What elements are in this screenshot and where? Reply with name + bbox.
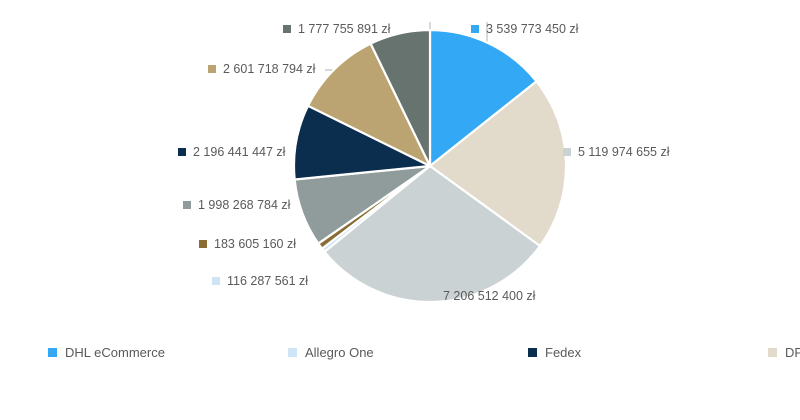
data-label-value: 1 777 755 891 zł bbox=[298, 22, 391, 36]
legend-swatch-icon bbox=[768, 348, 777, 357]
pie-data-label: 3 539 773 450 zł bbox=[471, 23, 578, 36]
data-label-value: 1 998 268 784 zł bbox=[198, 198, 291, 212]
data-label-swatch-icon bbox=[212, 277, 220, 286]
pie-slice[interactable] bbox=[323, 164, 542, 304]
pie-slice[interactable] bbox=[428, 28, 538, 168]
legend-item-label: DHL eCommerce bbox=[65, 345, 165, 360]
data-label-swatch-icon bbox=[563, 148, 571, 157]
data-label-swatch-icon bbox=[183, 201, 191, 210]
pie-data-label: 7 206 512 400 zł bbox=[428, 290, 535, 303]
legend-swatch-icon bbox=[528, 348, 537, 357]
legend-swatch-icon bbox=[48, 348, 57, 357]
data-label-value: 2 196 441 447 zł bbox=[193, 145, 286, 159]
legend-item-label: Fedex bbox=[545, 345, 582, 360]
data-label-swatch-icon bbox=[428, 292, 436, 301]
pie-data-label: 1 998 268 784 zł bbox=[183, 199, 290, 212]
pie-data-label: 2 601 718 794 zł bbox=[208, 63, 315, 76]
legend-item[interactable]: Allegro One bbox=[288, 341, 528, 364]
data-label-value: 7 206 512 400 zł bbox=[443, 289, 536, 303]
legend-item-label: Allegro One bbox=[305, 345, 374, 360]
data-label-swatch-icon bbox=[283, 25, 291, 34]
pie-slice[interactable] bbox=[428, 80, 568, 248]
pie-data-label: 116 287 561 zł bbox=[212, 275, 308, 288]
legend-item[interactable]: Fedex bbox=[528, 341, 768, 364]
pie-slice[interactable] bbox=[306, 42, 432, 168]
pie-data-label: 2 196 441 447 zł bbox=[178, 146, 285, 159]
data-label-swatch-icon bbox=[178, 148, 186, 157]
data-label-swatch-icon bbox=[208, 65, 216, 74]
data-label-swatch-icon bbox=[199, 240, 207, 249]
data-label-value: 2 601 718 794 zł bbox=[223, 62, 316, 76]
pie-data-label: 183 605 160 zł bbox=[199, 238, 296, 251]
data-label-value: 3 539 773 450 zł bbox=[486, 22, 579, 36]
pie-data-label: 5 119 974 655 zł bbox=[563, 146, 670, 159]
legend-item[interactable]: DPD Polska bbox=[768, 341, 800, 364]
pie-slices-group bbox=[292, 28, 568, 304]
pie-data-label: 1 777 755 891 zł bbox=[283, 23, 390, 36]
data-label-value: 116 287 561 zł bbox=[227, 274, 309, 288]
legend-swatch-icon bbox=[288, 348, 297, 357]
data-label-value: 5 119 974 655 zł bbox=[578, 145, 670, 159]
legend-item[interactable]: DHL eCommerce bbox=[48, 341, 288, 364]
data-label-value: 183 605 160 zł bbox=[214, 237, 297, 251]
data-label-swatch-icon bbox=[471, 25, 479, 34]
legend-item-label: DPD Polska bbox=[785, 345, 800, 360]
pie-slice[interactable] bbox=[369, 28, 432, 168]
